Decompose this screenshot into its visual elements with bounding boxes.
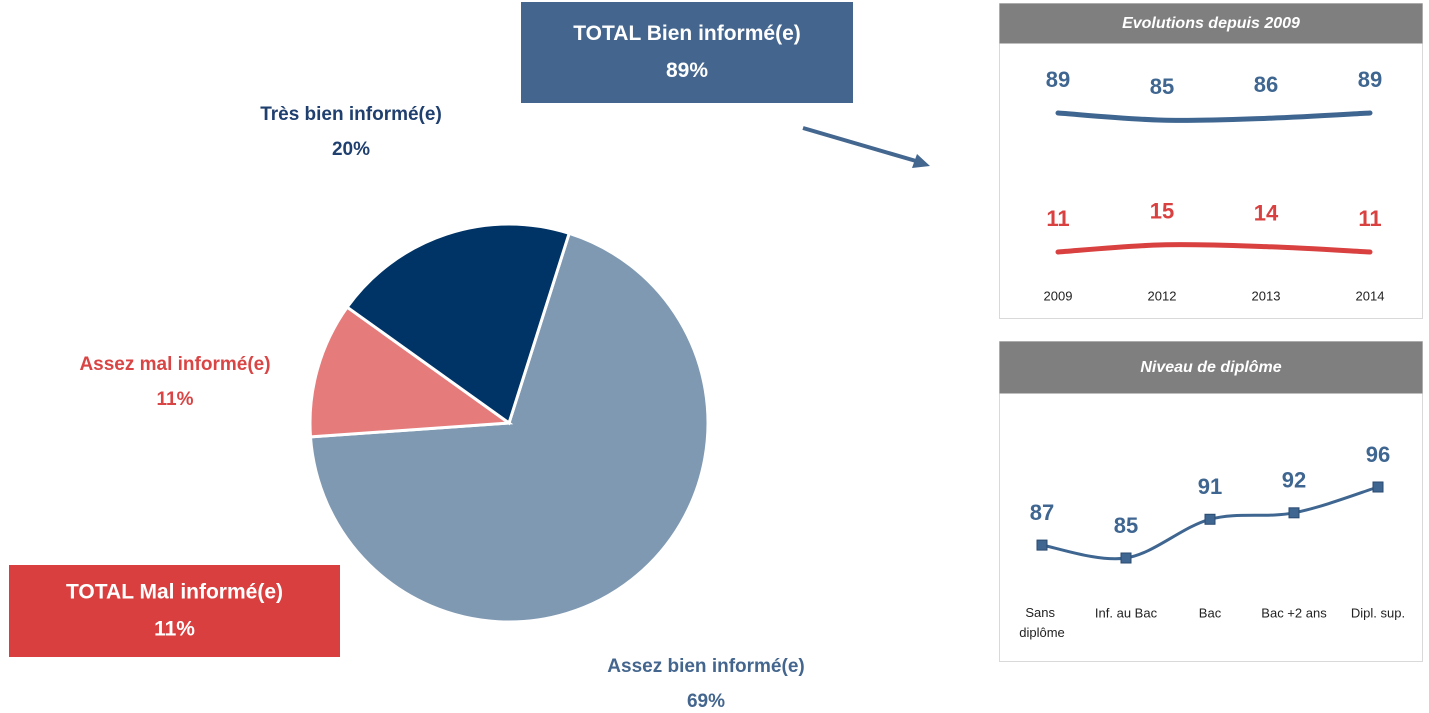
value-label: 96 (1366, 442, 1390, 467)
point (1288, 507, 1300, 519)
total-title: TOTAL Bien informé(e) (573, 22, 801, 45)
arrow (802, 126, 917, 163)
value-label: 89 (1358, 67, 1382, 92)
x-tick-label: 2012 (1148, 288, 1177, 303)
panel-title: Evolutions depuis 2009 (1122, 15, 1300, 32)
value-label: 89 (1046, 67, 1070, 92)
slice-value-label: 11% (157, 389, 194, 410)
x-tick-label: 2009 (1044, 288, 1073, 303)
value-label: 85 (1150, 74, 1174, 99)
series-line (1055, 242, 1373, 255)
slice-label: Assez bien informé(e) (607, 656, 804, 677)
value-label: 11 (1046, 206, 1069, 231)
pie-slice (308, 305, 514, 439)
panel (999, 341, 1423, 662)
value-label: 15 (1150, 199, 1174, 224)
value-label: 11 (1358, 206, 1381, 231)
slice-label: Très bien informé(e) (260, 104, 442, 125)
total-value: 89% (666, 59, 708, 82)
value-label: 92 (1282, 468, 1306, 493)
x-tick-label: Sans diplôme (1019, 605, 1065, 640)
point (1120, 552, 1132, 564)
series-line (1055, 110, 1373, 123)
pie-slice (345, 222, 572, 426)
panel-title: Niveau de diplôme (1140, 359, 1281, 376)
point (1372, 481, 1384, 493)
x-tick-label: 2013 (1252, 288, 1281, 303)
arrow-head (912, 154, 930, 168)
slice-value-label: 69% (687, 691, 725, 712)
value-label: 87 (1030, 500, 1054, 525)
value-label: 91 (1198, 474, 1222, 499)
panel (999, 3, 1423, 319)
x-tick-label: Bac +2 ans (1261, 605, 1327, 620)
x-tick-label: Inf. au Bac (1095, 605, 1158, 620)
point (1036, 539, 1048, 551)
x-tick-label: Dipl. sup. (1351, 605, 1405, 620)
x-tick-label: 2014 (1356, 288, 1385, 303)
point (1204, 513, 1216, 525)
slice-label: Assez mal informé(e) (79, 354, 270, 375)
value-label: 86 (1254, 72, 1278, 97)
panel-header (999, 3, 1423, 44)
pie-slice (308, 231, 710, 624)
total-box (9, 565, 340, 657)
total-title: TOTAL Mal informé(e) (66, 581, 283, 604)
value-label: 85 (1114, 513, 1138, 538)
slice-value-label: 20% (332, 139, 370, 160)
value-label: 14 (1254, 200, 1279, 225)
x-tick-label: Bac (1199, 605, 1222, 620)
total-box (521, 2, 853, 103)
total-value: 11% (154, 618, 195, 641)
panel-header (999, 341, 1423, 394)
